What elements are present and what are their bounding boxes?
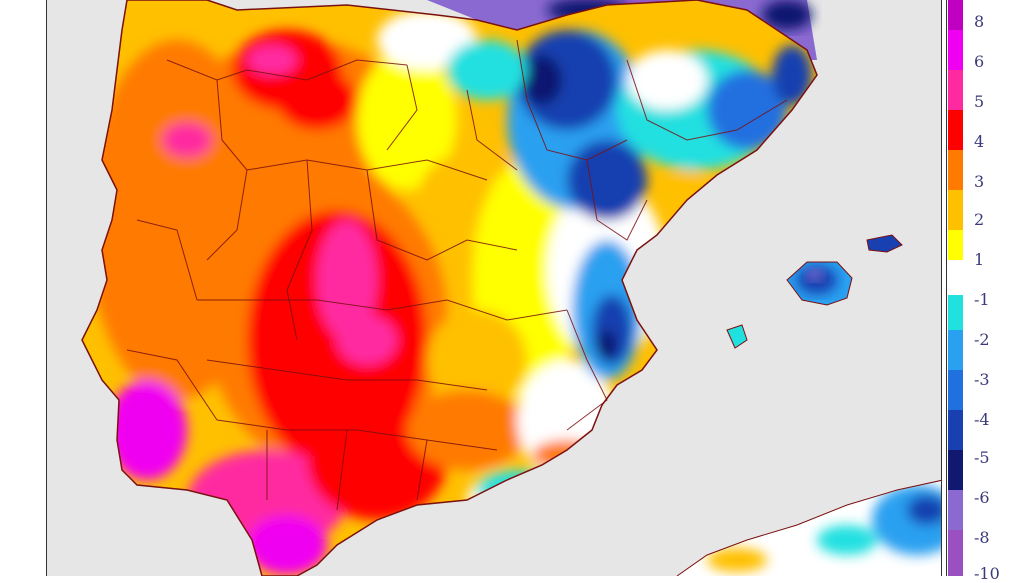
legend-label: -2 bbox=[974, 330, 990, 349]
legend-swatch bbox=[948, 530, 963, 576]
legend-swatch bbox=[948, 110, 963, 150]
legend-label: -8 bbox=[974, 528, 990, 547]
legend-swatch bbox=[948, 450, 963, 490]
legend-label: -3 bbox=[974, 370, 990, 389]
legend-swatch bbox=[948, 410, 963, 450]
legend-color-bar bbox=[946, 0, 963, 576]
map-svg bbox=[47, 0, 941, 576]
legend-label: -4 bbox=[974, 410, 990, 429]
legend-swatch bbox=[948, 230, 963, 260]
legend-label: 1 bbox=[974, 250, 985, 269]
legend-label: 6 bbox=[974, 52, 985, 71]
legend-label: 8 bbox=[974, 12, 985, 31]
ibiza bbox=[726, 324, 748, 349]
menorca bbox=[866, 234, 903, 253]
legend-label: -1 bbox=[974, 290, 990, 309]
legend-label: -6 bbox=[974, 488, 990, 507]
legend-label: -10 bbox=[974, 564, 1000, 583]
legend-label: 3 bbox=[974, 172, 985, 191]
legend-label: 4 bbox=[974, 132, 985, 151]
color-legend: 8 6 5 4 3 2 1 -1 -2 -3 -4 -5 -6 -8 -10 bbox=[946, 0, 1024, 582]
legend-swatch bbox=[948, 260, 963, 295]
legend-label: 2 bbox=[974, 210, 985, 229]
legend-swatch bbox=[948, 30, 963, 70]
legend-swatch bbox=[948, 295, 963, 330]
temperature-anomaly-map bbox=[46, 0, 942, 576]
legend-swatch bbox=[948, 0, 963, 30]
legend-swatch bbox=[948, 190, 963, 230]
legend-swatch bbox=[948, 150, 963, 190]
legend-label: 5 bbox=[974, 92, 985, 111]
province-borders bbox=[126, 39, 788, 511]
legend-swatch bbox=[948, 330, 963, 370]
legend-label: -5 bbox=[974, 448, 990, 467]
legend-swatch bbox=[948, 70, 963, 110]
legend-swatch bbox=[948, 370, 963, 410]
legend-swatch bbox=[948, 490, 963, 530]
